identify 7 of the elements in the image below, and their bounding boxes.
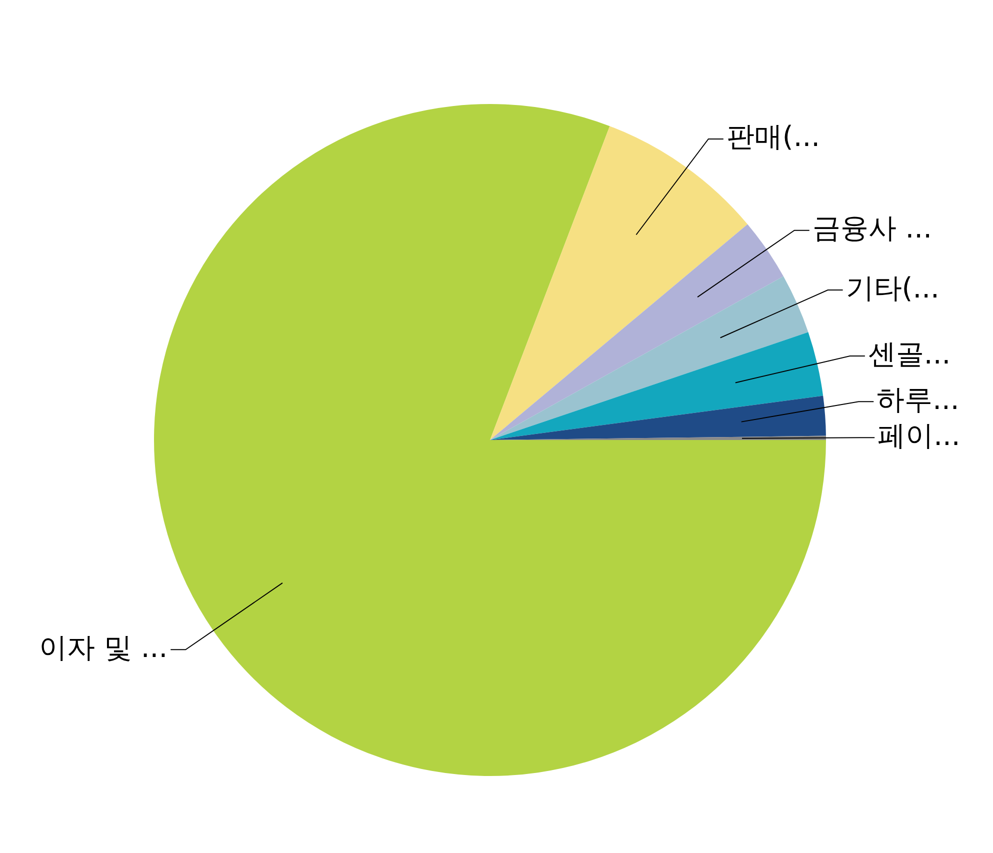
slice-label: 센골... bbox=[868, 337, 951, 370]
slice-label: 금융사 ... bbox=[812, 212, 932, 245]
slice-label: 페이... bbox=[878, 418, 960, 452]
slice-label: 기타(... bbox=[846, 271, 940, 304]
slice-label: 판매(... bbox=[726, 120, 820, 154]
slice-label: 하루... bbox=[876, 382, 960, 416]
slice-label: 이자 및 ... bbox=[39, 630, 168, 664]
